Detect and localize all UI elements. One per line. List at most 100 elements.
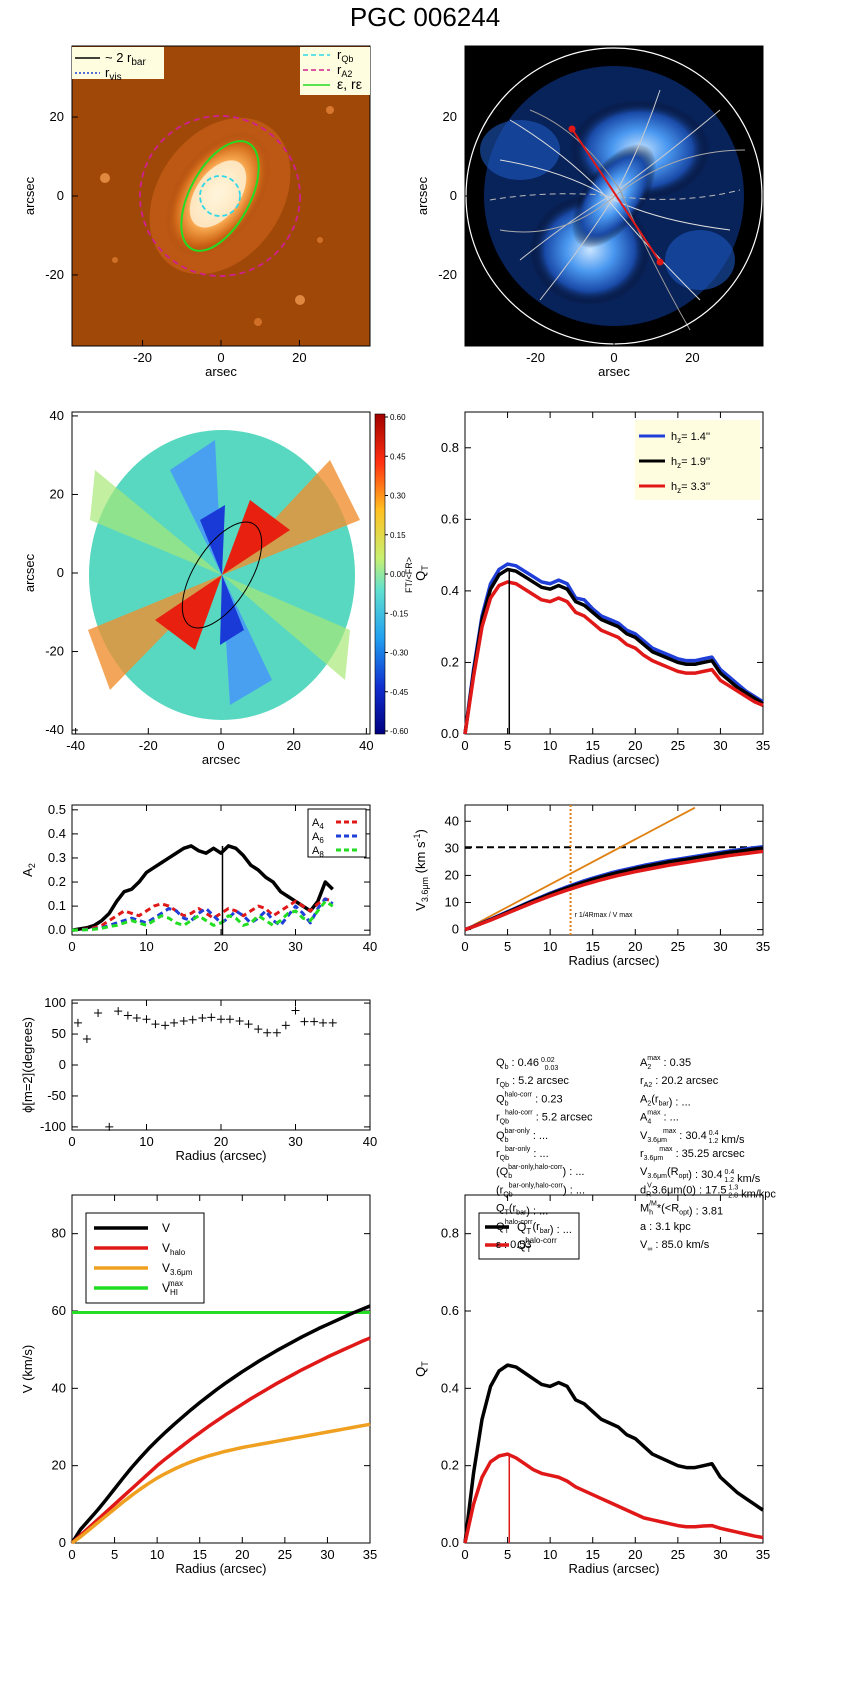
y-tick-label: 0.6 — [441, 511, 459, 526]
y-tick-label: 40 — [52, 1380, 66, 1395]
data-point — [272, 1028, 281, 1037]
data-point — [142, 1015, 151, 1024]
parameter-row: r3.6μmmax : 35.25 arcsec — [640, 1146, 745, 1162]
x-tick-label: 5 — [504, 1547, 511, 1562]
x-tick-label: 20 — [214, 1134, 228, 1149]
legend-label: A4 — [312, 817, 324, 831]
data-point — [132, 1013, 141, 1022]
y-axis-label: arcsec — [22, 176, 37, 215]
x-tick-label: 30 — [320, 1547, 334, 1562]
x-tick-label: 35 — [756, 1547, 770, 1562]
parameter-row: QThalo-corr(rbar) : ... — [496, 1219, 572, 1236]
data-point — [198, 1013, 207, 1022]
colorbar-label: FT/<FR> — [404, 557, 414, 593]
x-axis-label: arsec — [598, 364, 630, 379]
x-tick-label: 30 — [288, 1134, 302, 1149]
data-point — [207, 1013, 216, 1022]
parameter-row: rQbhalo-corr : 5.2 arcsec — [496, 1110, 593, 1126]
series-line-QThalo-corr — [463, 1452, 764, 1544]
parameter-row: rQbbar-only : ... — [496, 1146, 549, 1162]
data-point — [310, 1017, 319, 1026]
force-contour-panel: -20 0 20 20 0 -20 arsec arcsec — [415, 45, 764, 379]
y-tick-label: 0.5 — [48, 802, 66, 817]
x-tick-label: 10 — [139, 939, 153, 954]
x-tick-label: 15 — [585, 939, 599, 954]
x-tick-label: 30 — [713, 1547, 727, 1562]
data-point — [244, 1020, 253, 1029]
series-line-red — [464, 849, 764, 932]
y-axis-label: V (km/s) — [20, 1345, 35, 1393]
parameter-row: ε : 0.53 — [496, 1239, 531, 1251]
parameter-row: rA2 : 20.2 arcsec — [640, 1075, 719, 1089]
x-tick-label: 25 — [671, 738, 685, 753]
galaxy-image-panel: ~ 2 rbar rvis rQb rA2 ε, rε -20 0 20 20 0 -20… — [22, 45, 371, 379]
qt-scaleheight-chart: 0 5 10 15 20 25 30 35 0.0 0.2 0.4 0.6 0.8 Radius (arc… — [413, 411, 770, 767]
x-tick-label: 0 — [68, 939, 75, 954]
x-tick-label: 10 — [543, 939, 557, 954]
series-line-V — [70, 1304, 371, 1544]
data-point — [82, 1035, 91, 1043]
x-tick-label: 25 — [671, 1547, 685, 1562]
y-tick-label: 20 — [50, 486, 64, 501]
y-tick-label: 0.8 — [441, 1226, 459, 1241]
colorbar-tick-label: -0.30 — [390, 649, 409, 658]
data-point — [263, 1028, 272, 1037]
epsilon-ellipse — [180, 140, 260, 252]
y-tick-label: 0 — [450, 188, 457, 203]
series-line-QT — [463, 1363, 764, 1544]
figure-title: PGC 006244 — [349, 2, 501, 32]
colorbar-tick-label: 0.15 — [390, 531, 406, 540]
y-tick-label: 0 — [59, 1057, 66, 1072]
y-axis-label: ϕ[m=2](degrees) — [20, 1017, 35, 1113]
legend: V Vhalo V3.6μm VHImax — [85, 1212, 205, 1304]
x-tick-label: 10 — [139, 1134, 153, 1149]
x-tick-label: 5 — [504, 939, 511, 954]
parameter-row: dRV3.6μm(0) : 17.5 1.3 2.8 km/kpc — [640, 1182, 776, 1200]
x-tick-label: 0 — [610, 350, 617, 365]
parameter-row: Qbhalo-corr : 0.23 — [496, 1091, 563, 1107]
x-tick-label: 20 — [628, 1547, 642, 1562]
legend: hz= 1.4'' hz= 1.9'' hz= 3.3'' — [635, 420, 760, 500]
x-tick-label: 35 — [756, 738, 770, 753]
y-tick-label: -100 — [40, 1119, 66, 1134]
y-tick-label: 0 — [452, 922, 459, 937]
legend-label: A8 — [312, 845, 324, 859]
y-tick-label: 0.3 — [48, 850, 66, 865]
y-tick-label: 0.4 — [441, 1380, 459, 1395]
x-tick-label: 40 — [363, 939, 377, 954]
x-tick-label: 0 — [461, 1547, 468, 1562]
x-tick-label: 10 — [543, 1547, 557, 1562]
y-tick-label: 0.2 — [441, 654, 459, 669]
rotation-curve-chart: 0 5 10 15 20 25 30 35 0 10 20 30 40 Radius (arcsec) V3… — [412, 804, 770, 968]
legend-label-ra2: rA2 — [337, 62, 352, 79]
y-axis-label: A2 — [20, 863, 37, 877]
parameter-row: V3.6μmmax : 30.4 0.4 1.2 km/s — [640, 1128, 745, 1146]
legend-label-rqb: rQb — [337, 47, 353, 64]
data-point — [217, 1015, 225, 1024]
x-tick-label: 10 — [150, 1547, 164, 1562]
x-tick-label: 15 — [585, 1547, 599, 1562]
x-tick-label: 20 — [286, 738, 300, 753]
series-line-Vhalo — [70, 1336, 371, 1545]
y-tick-label: -40 — [45, 722, 64, 737]
y-tick-label: 0 — [59, 1535, 66, 1550]
x-tick-label: 10 — [543, 738, 557, 753]
series-line-hz= 1.9'' — [463, 567, 764, 735]
colorbar-tick-label: -0.60 — [390, 727, 409, 736]
data-point — [225, 1015, 234, 1024]
data-point — [151, 1020, 160, 1029]
force-ratio-map-panel: 0.60 0.45 0.30 0.15 0.00 -0.15 -0.30 -0.45 -0.60… — [22, 408, 414, 767]
y-tick-label: 20 — [50, 109, 64, 124]
y-tick-label: 10 — [445, 895, 459, 910]
colorbar-tick-label: 0.00 — [390, 570, 406, 579]
inner-slope-line — [464, 806, 696, 931]
legend-label-epsilon: ε, rε — [337, 76, 362, 92]
y-tick-label: -20 — [438, 267, 457, 282]
data-point — [235, 1017, 244, 1026]
x-tick-label: 35 — [756, 939, 770, 954]
x-tick-label: 15 — [192, 1547, 206, 1562]
series-line-A2 — [71, 844, 334, 932]
y-tick-label: 40 — [445, 813, 459, 828]
bar-position-line — [571, 128, 661, 263]
data-point — [94, 1009, 103, 1017]
